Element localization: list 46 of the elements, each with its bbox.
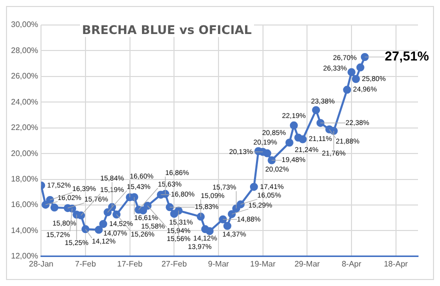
point (144, 202, 152, 210)
point (139, 206, 148, 214)
point (356, 63, 364, 72)
y-tick-label: 20,00% (10, 148, 38, 158)
point (99, 220, 108, 228)
chart-title: BRECHA BLUE vs OFICIAL (80, 23, 254, 37)
point (330, 126, 338, 135)
point (285, 138, 294, 147)
y-tick-label: 24,00% (10, 97, 38, 106)
point (81, 225, 90, 234)
y-tick-label: 12,00% (10, 252, 38, 261)
point (347, 68, 356, 76)
point (298, 135, 307, 144)
x-tick-label: 19-Mar (250, 259, 276, 268)
point (352, 74, 360, 83)
point (263, 149, 272, 158)
y-tick-label: 26,00% (10, 72, 38, 81)
point (94, 226, 103, 234)
point (104, 208, 112, 216)
y-tick-label: 18,00% (10, 174, 38, 184)
point (46, 196, 54, 204)
point (250, 182, 258, 191)
y-tick-label: 14,00% (10, 226, 38, 235)
x-tick-label: 29-Mar (294, 259, 320, 268)
point (50, 204, 58, 212)
x-tick-label: 18-Apr (384, 259, 408, 268)
point (312, 106, 320, 114)
point (42, 200, 50, 209)
point (112, 210, 121, 218)
point (77, 211, 86, 220)
x-tick-label: 9-Mar (208, 259, 230, 268)
point (268, 156, 276, 164)
x-tick-label: 27-Feb (161, 259, 188, 268)
point (166, 203, 174, 212)
x-tick-label: 28-Jan (28, 259, 54, 268)
y-tick-label: 22,00% (10, 123, 38, 132)
y-tick-label: 28,00% (10, 46, 38, 55)
x-tick-label: 7-Feb (75, 259, 96, 268)
x-tick-label: 17-Feb (117, 259, 144, 268)
point (343, 86, 352, 94)
data-label: 27,51% (384, 48, 430, 64)
x-tick-label: 8-Apr (342, 259, 362, 268)
point (290, 121, 298, 130)
point (236, 200, 245, 208)
y-tick-label: 30,00% (10, 20, 38, 30)
y-tick-label: 16,00% (10, 200, 38, 210)
